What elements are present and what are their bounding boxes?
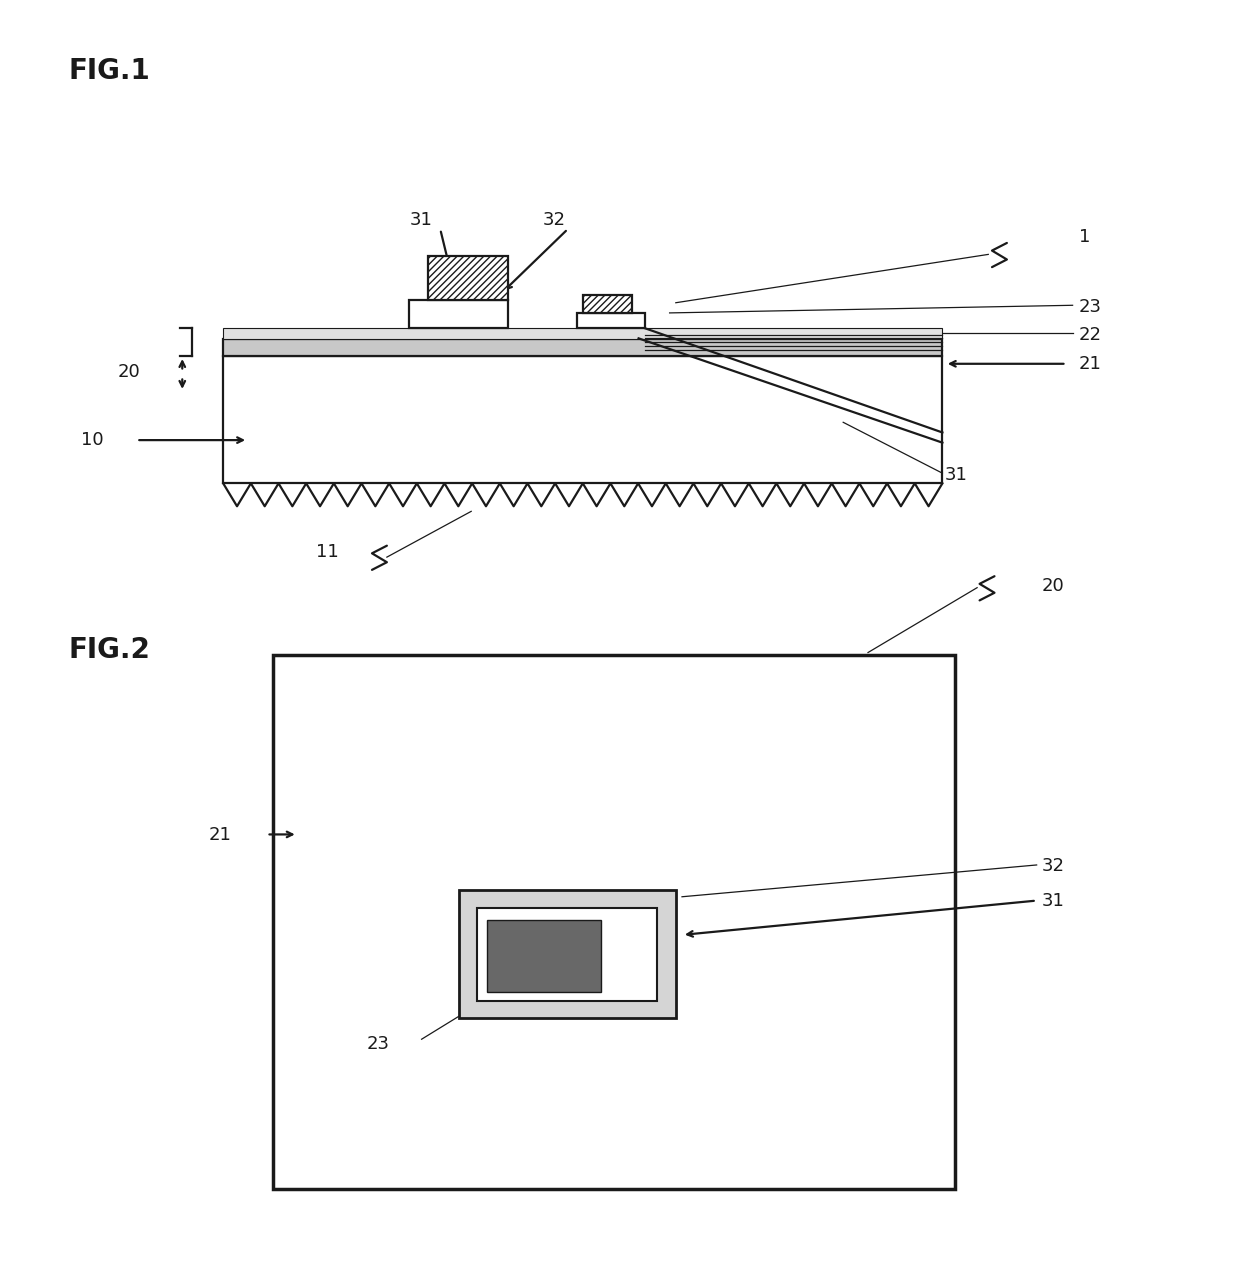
Text: 31: 31 bbox=[945, 466, 967, 483]
Bar bbox=[583, 295, 632, 313]
Text: FIG.2: FIG.2 bbox=[68, 636, 150, 664]
Text: 23: 23 bbox=[367, 1035, 391, 1053]
Bar bbox=[487, 920, 601, 992]
Bar bbox=[477, 908, 657, 1001]
Bar bbox=[577, 313, 645, 328]
Text: 31: 31 bbox=[409, 211, 432, 229]
Bar bbox=[428, 256, 508, 300]
Text: 10: 10 bbox=[81, 431, 103, 449]
Text: 21: 21 bbox=[1079, 355, 1101, 373]
Text: 21: 21 bbox=[208, 826, 231, 843]
Text: 20: 20 bbox=[118, 363, 140, 380]
Bar bbox=[273, 655, 955, 1189]
Text: 32: 32 bbox=[543, 211, 567, 229]
Bar bbox=[409, 300, 508, 328]
Text: 23: 23 bbox=[1079, 298, 1102, 315]
Text: 22: 22 bbox=[1079, 326, 1102, 343]
Bar bbox=[459, 890, 676, 1018]
Text: 11: 11 bbox=[316, 543, 339, 561]
Text: FIG.1: FIG.1 bbox=[68, 57, 150, 85]
Text: 1: 1 bbox=[1079, 228, 1090, 245]
Bar bbox=[223, 356, 942, 483]
Bar bbox=[223, 328, 942, 340]
Text: 31: 31 bbox=[1042, 892, 1064, 909]
Bar bbox=[223, 340, 942, 356]
Text: 20: 20 bbox=[1042, 577, 1064, 595]
Text: 32: 32 bbox=[1042, 857, 1065, 875]
